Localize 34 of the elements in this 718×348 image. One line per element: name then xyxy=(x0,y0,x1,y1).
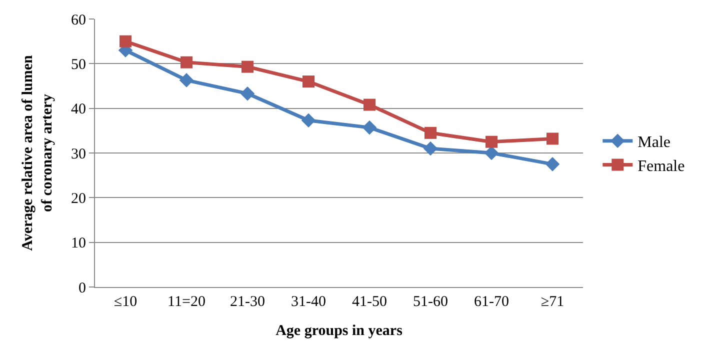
y-tick-label: 60 xyxy=(71,12,86,28)
legend-label: Male xyxy=(638,134,671,152)
x-tick-label: 61-70 xyxy=(474,294,509,310)
point xyxy=(545,157,560,172)
point xyxy=(179,73,194,88)
x-axis-title: Age groups in years xyxy=(276,323,403,339)
y-axis-title: Average relative area of lumen of coronary artery xyxy=(20,54,56,251)
point xyxy=(120,35,132,48)
point xyxy=(240,86,255,101)
x-tick-label: ≥71 xyxy=(540,294,564,310)
point xyxy=(486,136,498,148)
y-tick-label: 50 xyxy=(71,56,86,73)
y-tick-label: 20 xyxy=(71,190,86,207)
x-tick-label: 31-40 xyxy=(291,294,326,310)
x-tick-label: ≤10 xyxy=(114,294,138,310)
point xyxy=(546,132,558,145)
x-tick-label: 11=20 xyxy=(168,294,206,310)
point xyxy=(424,126,436,139)
point xyxy=(362,120,377,135)
point xyxy=(484,146,499,160)
point xyxy=(364,98,376,111)
x-tick-label: 51-60 xyxy=(413,294,448,310)
point xyxy=(242,60,254,73)
legend-label: Female xyxy=(638,158,685,175)
y-tick-label: 0 xyxy=(78,280,86,296)
point xyxy=(423,141,438,156)
x-tick-label: 41-50 xyxy=(352,294,387,310)
x-tick-label: 21-30 xyxy=(230,294,265,310)
point xyxy=(301,113,316,128)
y-tick-label: 40 xyxy=(71,102,86,118)
point xyxy=(180,56,192,68)
y-tick-label: 30 xyxy=(71,146,86,162)
y-tick-label: 10 xyxy=(71,236,86,252)
point xyxy=(302,76,314,88)
